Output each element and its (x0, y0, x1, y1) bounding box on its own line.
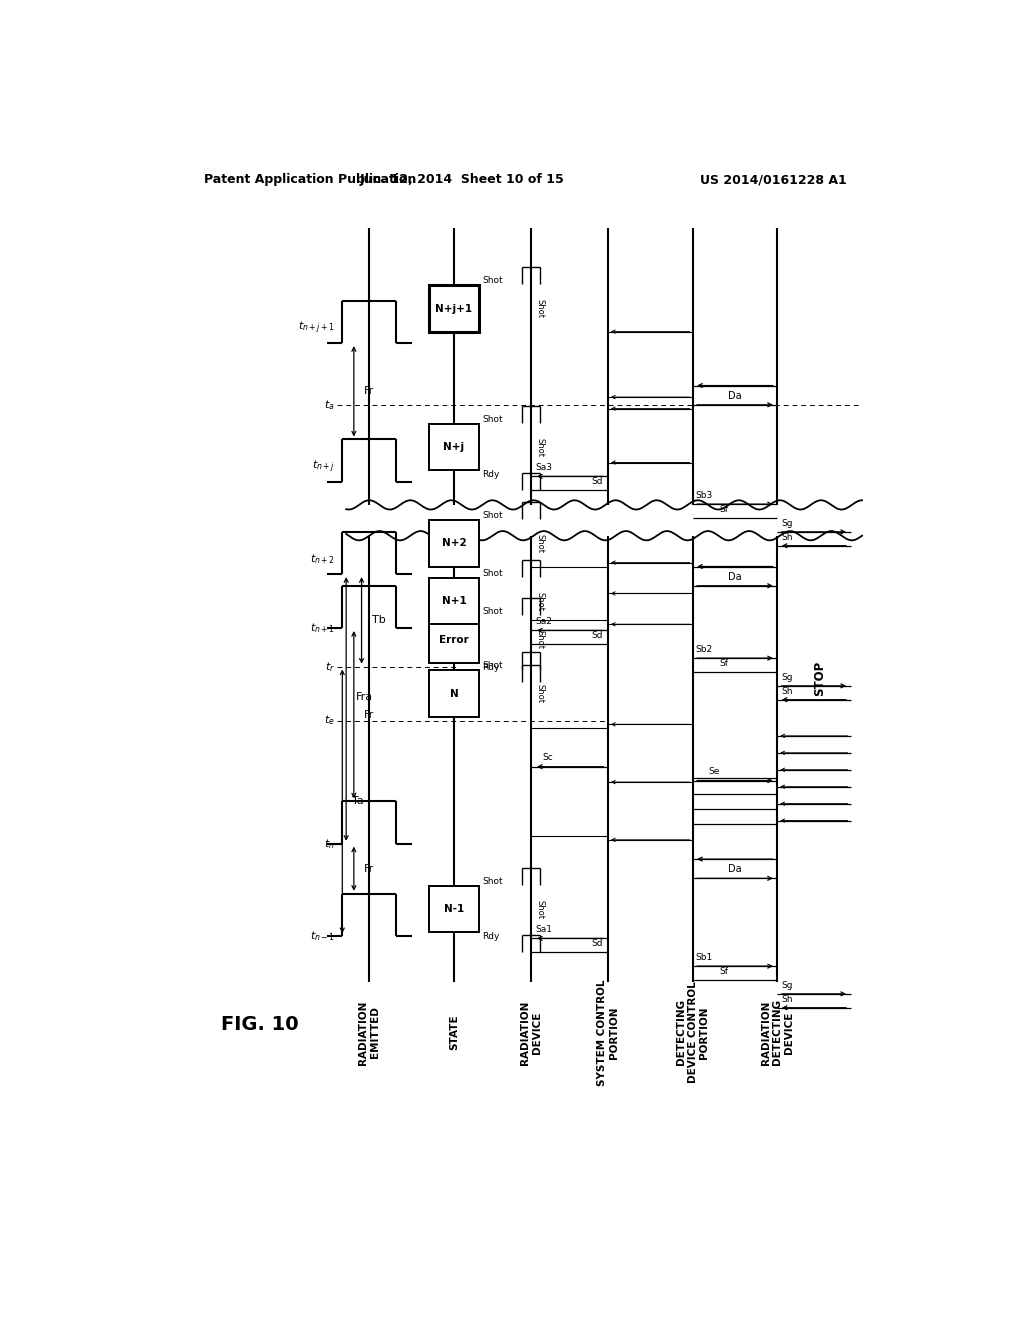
Text: Sg: Sg (781, 673, 793, 682)
Text: Shot: Shot (482, 569, 503, 578)
Text: STATE: STATE (449, 1015, 459, 1051)
Text: Sc: Sc (543, 754, 553, 762)
Text: Rdy: Rdy (482, 932, 500, 941)
Text: Shot: Shot (482, 661, 503, 671)
Text: Shot: Shot (536, 900, 545, 919)
Text: $t_r$: $t_r$ (325, 660, 335, 673)
Text: Sa2: Sa2 (536, 616, 553, 626)
Text: Sg: Sg (781, 981, 793, 990)
Text: $t_{n-1}$: $t_{n-1}$ (309, 929, 335, 942)
Text: N+j: N+j (443, 442, 465, 453)
Text: Tb: Tb (372, 615, 385, 626)
Text: Sd: Sd (592, 478, 603, 487)
Text: Shot: Shot (482, 276, 503, 285)
Text: Patent Application Publication: Patent Application Publication (204, 173, 416, 186)
Text: $t_a$: $t_a$ (324, 397, 335, 412)
Text: Sd: Sd (592, 940, 603, 949)
Bar (429, 285, 479, 331)
Text: Se: Se (708, 767, 720, 776)
Text: $t_e$: $t_e$ (324, 714, 335, 727)
Text: N-1: N-1 (443, 904, 464, 915)
Bar (429, 424, 479, 470)
Text: FIG. 10: FIG. 10 (221, 1015, 299, 1034)
Bar (429, 616, 479, 663)
Text: Sb3: Sb3 (695, 491, 713, 500)
Text: Da: Da (728, 572, 741, 582)
Text: Da: Da (728, 391, 741, 400)
Text: N+j+1: N+j+1 (435, 304, 472, 314)
Text: Shot: Shot (536, 630, 545, 649)
Text: Shot: Shot (482, 876, 503, 886)
Text: Rdy: Rdy (482, 470, 500, 479)
Text: RADIATION
DETECTING
DEVICE: RADIATION DETECTING DEVICE (761, 999, 794, 1065)
Text: Shot: Shot (536, 684, 545, 704)
Text: Sb1: Sb1 (695, 953, 713, 962)
Text: Shot: Shot (536, 591, 545, 611)
Text: $t_{n+j}$: $t_{n+j}$ (311, 458, 335, 475)
Text: Shot: Shot (482, 414, 503, 424)
Text: Shot: Shot (536, 533, 545, 553)
Text: Sg: Sg (781, 519, 793, 528)
Text: N: N (450, 689, 459, 698)
Text: Sf: Sf (720, 506, 729, 515)
Text: RADIATION
EMITTED: RADIATION EMITTED (358, 1001, 380, 1064)
Text: $t_n$: $t_n$ (324, 837, 335, 850)
Text: Sf: Sf (720, 968, 729, 977)
Text: Da: Da (728, 865, 741, 874)
Text: Sa1: Sa1 (536, 925, 553, 933)
Text: Sh: Sh (781, 995, 793, 1003)
Text: RADIATION
DEVICE: RADIATION DEVICE (520, 1001, 542, 1064)
Bar (429, 671, 479, 717)
Text: Fr: Fr (364, 387, 374, 396)
Text: Sh: Sh (781, 533, 793, 543)
Text: $t_{n+j+1}$: $t_{n+j+1}$ (298, 319, 335, 337)
Text: Jun. 12, 2014  Sheet 10 of 15: Jun. 12, 2014 Sheet 10 of 15 (359, 173, 564, 186)
Bar (429, 578, 479, 624)
Text: Fra: Fra (356, 693, 374, 702)
Text: Sh: Sh (781, 686, 793, 696)
Text: N+2: N+2 (441, 539, 466, 548)
Text: N+1: N+1 (441, 597, 466, 606)
Text: US 2014/0161228 A1: US 2014/0161228 A1 (700, 173, 847, 186)
Text: STOP: STOP (813, 660, 826, 696)
Text: Shot: Shot (536, 300, 545, 318)
Text: Error: Error (439, 635, 469, 644)
Bar (429, 886, 479, 932)
Text: Rdy: Rdy (482, 663, 500, 672)
Text: Shot: Shot (482, 607, 503, 616)
Text: $t_{n+1}$: $t_{n+1}$ (309, 622, 335, 635)
Text: Ta: Ta (352, 796, 365, 807)
Text: DETECTING
DEVICE CONTROL
PORTION: DETECTING DEVICE CONTROL PORTION (676, 982, 710, 1084)
Text: Fr: Fr (364, 863, 374, 874)
Text: Fr: Fr (364, 710, 374, 719)
Text: Sb2: Sb2 (695, 645, 713, 655)
Text: Shot: Shot (536, 438, 545, 457)
Text: Sf: Sf (720, 659, 729, 668)
Text: Shot: Shot (482, 511, 503, 520)
Text: $t_{n+2}$: $t_{n+2}$ (309, 552, 335, 566)
Text: Sd: Sd (592, 631, 603, 640)
Text: SYSTEM CONTROL
PORTION: SYSTEM CONTROL PORTION (597, 979, 618, 1085)
Bar (429, 520, 479, 566)
Text: Sa3: Sa3 (536, 463, 553, 471)
